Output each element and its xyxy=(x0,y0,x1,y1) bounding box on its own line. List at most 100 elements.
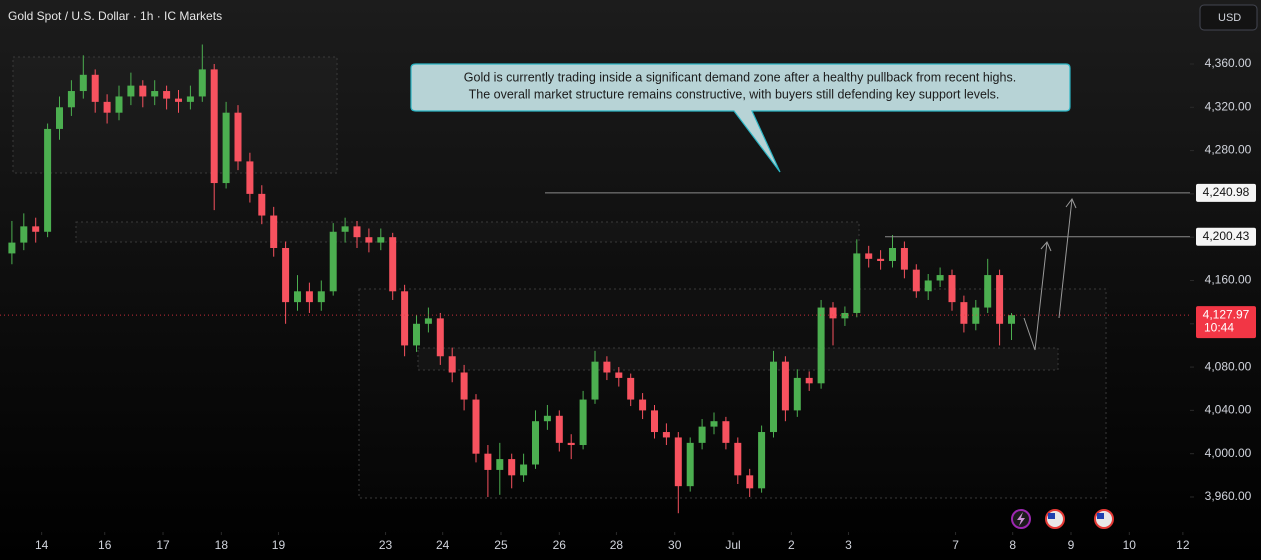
candle-body xyxy=(532,421,539,465)
candle-body xyxy=(401,291,409,346)
callout-box xyxy=(410,63,1071,173)
candle-body xyxy=(924,280,932,292)
candle-body xyxy=(341,226,349,232)
candle-body xyxy=(900,248,908,270)
candle-body xyxy=(936,275,944,281)
candle-body xyxy=(163,91,171,99)
candle-body xyxy=(1008,315,1015,324)
callout-text: The overall market structure remains con… xyxy=(469,87,1000,101)
callout-text: Gold is currently trading inside a signi… xyxy=(464,70,1016,84)
y-tick-label: 3,960.00 xyxy=(1205,489,1252,503)
candle-body xyxy=(508,459,516,476)
candle-body xyxy=(615,372,623,378)
candle-body xyxy=(889,248,896,261)
candle-body xyxy=(996,275,1004,324)
candle-body xyxy=(67,91,75,108)
x-tick-label: 24 xyxy=(436,538,450,552)
candle-body xyxy=(710,421,718,427)
candle-body xyxy=(651,410,658,433)
candle-body xyxy=(294,291,301,303)
x-tick-label: 16 xyxy=(98,538,112,552)
x-tick-label: 10 xyxy=(1123,538,1137,552)
candle-body xyxy=(127,85,135,97)
candle-body xyxy=(210,69,218,184)
currency-button[interactable]: USD xyxy=(1199,4,1258,31)
y-tick-label: 4,320.00 xyxy=(1205,99,1252,113)
candle-body xyxy=(103,101,111,113)
candle-body xyxy=(722,421,730,443)
candle-body xyxy=(484,453,492,470)
x-tick-label: 3 xyxy=(845,538,852,552)
candle-body xyxy=(781,361,789,411)
x-tick-label: 25 xyxy=(494,538,508,552)
candle-body xyxy=(662,432,670,438)
candle-body xyxy=(543,415,551,422)
projection-arrows xyxy=(1023,198,1077,351)
candle-body xyxy=(282,248,290,303)
candle-body xyxy=(365,237,373,243)
x-tick-label: 2 xyxy=(788,538,795,552)
candle-body xyxy=(32,226,40,232)
zone xyxy=(417,347,1059,371)
candle-body xyxy=(377,237,385,243)
candle-body xyxy=(270,215,278,249)
zone xyxy=(75,221,860,243)
candle-body xyxy=(198,69,206,97)
candle-body xyxy=(567,442,575,446)
countdown-label: 10:44 xyxy=(1204,320,1234,334)
candle-body xyxy=(960,302,968,324)
y-tick-label: 4,040.00 xyxy=(1205,403,1252,417)
candle-body xyxy=(912,269,920,292)
candle-body xyxy=(305,291,313,303)
candle-body xyxy=(413,323,420,346)
candle-body xyxy=(448,356,456,373)
candle-body xyxy=(258,193,266,216)
arrow-head xyxy=(1065,198,1077,209)
x-tick-label: 28 xyxy=(610,538,624,552)
level-tag xyxy=(1196,183,1256,202)
candle-body xyxy=(496,459,504,470)
arrow-path xyxy=(1023,241,1048,351)
candle-body xyxy=(222,112,230,184)
x-tick-label: Jul xyxy=(725,538,740,552)
candle-body xyxy=(972,307,980,324)
candle-body xyxy=(555,415,563,443)
candle-body xyxy=(817,307,825,384)
candle-body xyxy=(591,361,599,400)
candle-body xyxy=(115,96,123,113)
candle-body xyxy=(758,432,766,489)
zone xyxy=(358,288,1107,499)
candle-body xyxy=(579,399,587,446)
candle-body xyxy=(948,275,956,303)
x-tick-label: 26 xyxy=(553,538,567,552)
candle-body xyxy=(984,275,992,308)
last-price-label: 4,127.97 xyxy=(1203,307,1250,321)
candle-body xyxy=(746,475,754,489)
x-tick-label: 7 xyxy=(952,538,959,552)
level-label: 4,240.98 xyxy=(1203,185,1250,199)
zones xyxy=(12,56,1107,499)
y-tick-label: 4,080.00 xyxy=(1205,359,1252,373)
y-tick-label: 4,280.00 xyxy=(1205,143,1252,157)
x-tick-label: 9 xyxy=(1068,538,1075,552)
currency-label[interactable]: USD xyxy=(1218,12,1241,24)
y-tick-label: 4,160.00 xyxy=(1205,273,1252,287)
flag-canton xyxy=(1097,513,1104,519)
candle-body xyxy=(8,242,16,254)
candle-body xyxy=(520,464,528,476)
candle-body xyxy=(175,98,182,102)
candle-body xyxy=(841,312,849,319)
candle-body xyxy=(793,377,801,411)
candle-body xyxy=(20,226,28,243)
x-tick-label: 17 xyxy=(156,538,170,552)
currency-button-frame[interactable] xyxy=(1199,4,1258,31)
candle-body xyxy=(603,361,611,373)
candle-body xyxy=(853,253,861,313)
candle-body xyxy=(686,442,694,487)
candle-body xyxy=(472,399,480,454)
candle-body xyxy=(317,291,325,303)
candle-body xyxy=(436,318,444,357)
y-tick-label: 4,360.00 xyxy=(1205,56,1252,70)
